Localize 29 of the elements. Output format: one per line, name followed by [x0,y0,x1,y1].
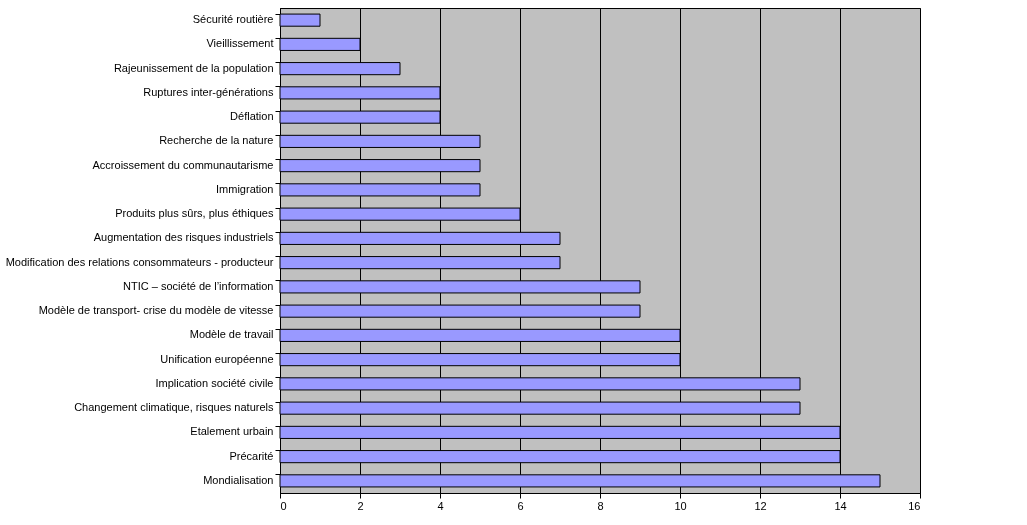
y-tick-label: Précarité [229,449,274,462]
y-tick-label: Augmentation des risques industriels [93,231,274,244]
x-tick-label: 8 [597,499,604,512]
y-tick-label: Modèle de travail [189,328,274,341]
x-tick-label: 16 [908,499,921,512]
x-tick-label: 4 [437,499,444,512]
x-tick-label: 10 [674,499,687,512]
y-tick-label: Vieillissement [206,37,274,50]
y-tick-label: Ruptures inter-générations [143,85,274,98]
x-tick-label: 14 [834,499,847,512]
y-tick-label: Immigration [216,182,274,195]
y-tick-label: Implication société civile [155,376,274,389]
y-tick-label: Déflation [230,110,274,123]
x-tick-label: 0 [280,499,287,512]
x-tick-label: 2 [357,499,364,512]
y-tick-label: NTIC – société de l’information [123,279,274,292]
y-tick-label: Recherche de la nature [159,134,274,147]
y-tick-label: Modèle de transport- crise du modèle de vitesse [38,304,274,317]
y-tick-label: Unification européenne [160,352,274,365]
y-tick-label: Modification des relations consommateurs - producteur [5,255,274,268]
y-tick-label: Changement climatique, risques naturels [74,401,274,414]
y-tick-label: Sécurité routière [192,13,274,26]
y-tick-label: Rajeunissement de la population [113,61,274,74]
y-tick-label: Produits plus sûrs, plus éthiques [115,207,274,220]
y-tick-label: Mondialisation [203,473,274,486]
y-tick-label: Accroissement du communautarisme [92,158,274,171]
y-tick-label: Etalement urbain [190,425,274,438]
x-tick-label: 6 [517,499,524,512]
x-tick-label: 12 [754,499,767,512]
